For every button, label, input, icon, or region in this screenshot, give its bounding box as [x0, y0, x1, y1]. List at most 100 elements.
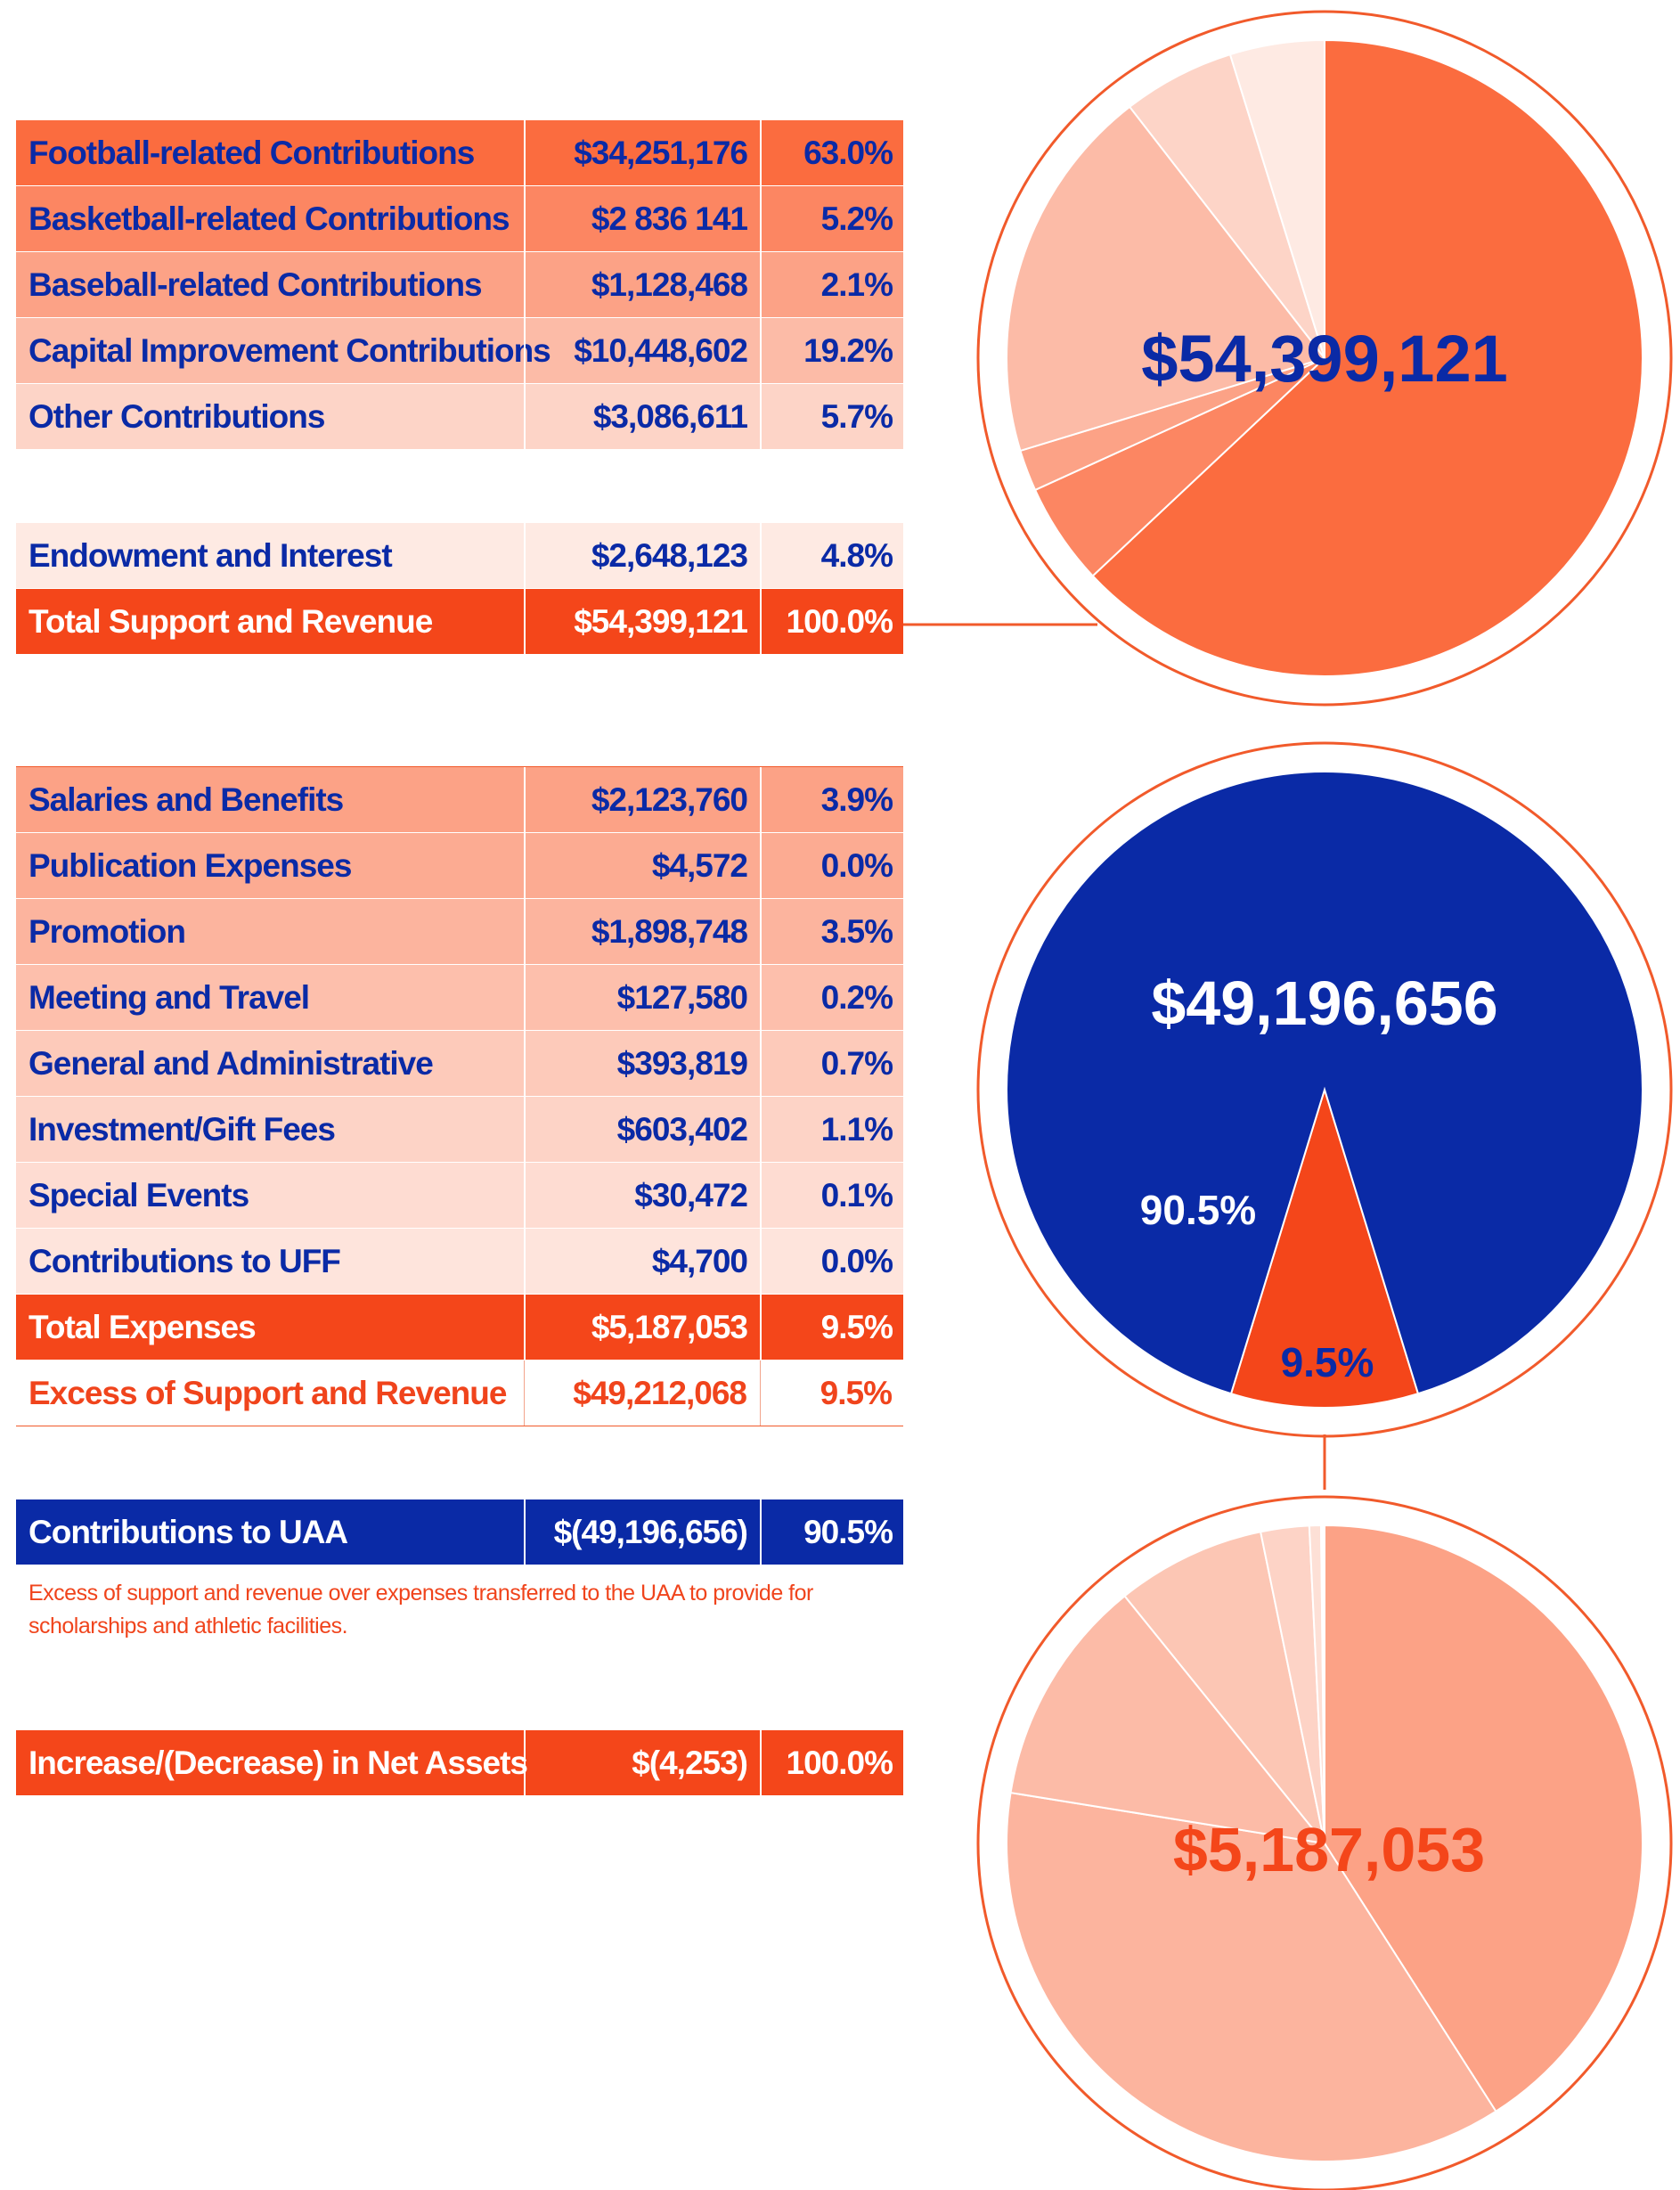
row-percent: 3.5% [760, 899, 905, 964]
row-amount: $1,898,748 [524, 899, 760, 964]
row-percent: 1.1% [760, 1097, 905, 1162]
row-percent: 2.1% [760, 252, 905, 317]
row-amount: $2 836 141 [524, 186, 760, 251]
row-label: Salaries and Benefits [29, 781, 344, 818]
total-revenue-row: Total Support and Revenue $54,399,121 10… [16, 589, 903, 655]
pie-slice [1006, 1791, 1497, 2162]
row-percent: 100.0% [760, 1730, 905, 1795]
row-amount: $2,123,760 [524, 767, 760, 832]
pie-slice [1324, 1524, 1643, 2113]
row-amount: $3,086,611 [524, 384, 760, 449]
row-label: Increase/(Decrease) in Net Assets [29, 1745, 528, 1781]
row-amount: $10,448,602 [524, 318, 760, 383]
row-label: General and Administrative [29, 1045, 434, 1082]
table-row: Promotion $1,898,748 3.5% [16, 899, 903, 965]
pie-slice [1009, 1594, 1327, 1845]
row-label: Contributions to UFF [29, 1243, 341, 1279]
row-amount: $4,700 [524, 1229, 760, 1294]
uaa-note: Excess of support and revenue over expen… [29, 1581, 813, 1638]
row-percent: 0.7% [760, 1031, 905, 1096]
row-label: Meeting and Travel [29, 979, 310, 1016]
row-label: Total Expenses [29, 1309, 257, 1345]
row-amount: $1,128,468 [524, 252, 760, 317]
row-amount: $(4,253) [524, 1730, 760, 1795]
row-amount: $(49,196,656) [524, 1499, 760, 1565]
row-percent: 9.5% [760, 1361, 904, 1426]
total-expenses-row: Total Expenses $5,187,053 9.5% [16, 1295, 903, 1361]
row-percent: 100.0% [760, 589, 905, 654]
row-amount: $603,402 [524, 1097, 760, 1162]
pie-slice [1128, 53, 1325, 359]
pie-slice [1229, 1086, 1420, 1410]
row-amount: $2,648,123 [524, 523, 760, 588]
excess-row: Excess of Support and Revenue $49,212,06… [16, 1361, 903, 1426]
row-amount: $30,472 [524, 1163, 760, 1228]
row-percent: 5.2% [760, 186, 905, 251]
row-label: Capital Improvement Contributions [29, 332, 551, 369]
pie-slice [1123, 1531, 1325, 1844]
row-label: Total Support and Revenue [29, 603, 433, 640]
expense-table: Salaries and Benefits $2,123,760 3.9% Pu… [16, 766, 903, 1426]
split-pie [1006, 771, 1643, 1410]
row-amount: $34,251,176 [524, 120, 760, 185]
row-percent: 19.2% [760, 318, 905, 383]
net-assets-row: Increase/(Decrease) in Net Assets $(4,25… [16, 1730, 903, 1796]
row-percent: 9.5% [760, 1295, 905, 1360]
ring-revenue [976, 10, 1673, 707]
table-row: Salaries and Benefits $2,123,760 3.9% [16, 767, 903, 833]
row-label: Excess of Support and Revenue [29, 1375, 507, 1411]
row-percent: 3.9% [760, 767, 905, 832]
pie-slice [1006, 771, 1643, 1395]
row-percent: 0.2% [760, 965, 905, 1030]
ring-expenses [976, 1495, 1673, 2190]
revenue-table: Football-related Contributions $34,251,1… [16, 120, 903, 450]
row-percent: 63.0% [760, 120, 905, 185]
table-row: Investment/Gift Fees $603,402 1.1% [16, 1097, 903, 1163]
row-label: Contributions to UAA [29, 1514, 348, 1550]
split-pie-uaa-label: 90.5% [1140, 1187, 1256, 1233]
pie-slice [1228, 38, 1325, 359]
row-percent: 0.1% [760, 1163, 905, 1228]
row-label: Publication Expenses [29, 847, 352, 884]
table-row: Contributions to UFF $4,700 0.0% [16, 1229, 903, 1295]
row-amount: $49,212,068 [524, 1361, 759, 1426]
row-label: Endowment and Interest [29, 537, 393, 574]
row-percent: 0.0% [760, 833, 905, 898]
pie-slice [1006, 105, 1326, 453]
row-label: Investment/Gift Fees [29, 1111, 336, 1148]
revenue-totals-table: Endowment and Interest $2,648,123 4.8% T… [16, 523, 903, 655]
table-row: Other Contributions $3,086,611 5.7% [16, 384, 903, 450]
revenue-pie-total: $54,399,121 [1141, 322, 1508, 396]
split-pie-total: $49,196,656 [1151, 968, 1497, 1038]
expense-pie-total: $5,187,053 [1173, 1815, 1485, 1884]
row-percent: 90.5% [760, 1499, 905, 1565]
row-percent: 5.7% [760, 384, 905, 449]
uaa-table: Contributions to UAA $(49,196,656) 90.5% [16, 1499, 903, 1565]
table-row: Publication Expenses $4,572 0.0% [16, 833, 903, 899]
split-pie-expense-label: 9.5% [1281, 1339, 1374, 1385]
table-row: Basketball-related Contributions $2 836 … [16, 186, 903, 252]
table-row: General and Administrative $393,819 0.7% [16, 1031, 903, 1097]
table-row: Football-related Contributions $34,251,1… [16, 120, 903, 186]
net-assets-table: Increase/(Decrease) in Net Assets $(4,25… [16, 1730, 903, 1796]
endowment-row: Endowment and Interest $2,648,123 4.8% [16, 523, 903, 589]
row-percent: 4.8% [760, 523, 905, 588]
row-label: Baseball-related Contributions [29, 266, 483, 303]
row-amount: $4,572 [524, 833, 760, 898]
row-label: Special Events [29, 1177, 249, 1213]
row-label: Promotion [29, 913, 186, 950]
row-percent: 0.0% [760, 1229, 905, 1294]
pie-slice [1091, 38, 1643, 677]
table-row: Meeting and Travel $127,580 0.2% [16, 965, 903, 1031]
expense-pie [1006, 1524, 1643, 2162]
row-label: Football-related Contributions [29, 135, 475, 171]
table-row: Capital Improvement Contributions $10,44… [16, 318, 903, 384]
revenue-pie [1006, 38, 1643, 677]
row-amount: $127,580 [524, 965, 760, 1030]
row-amount: $5,187,053 [524, 1295, 760, 1360]
table-row: Baseball-related Contributions $1,128,46… [16, 252, 903, 318]
uaa-row: Contributions to UAA $(49,196,656) 90.5% [16, 1499, 903, 1565]
row-label: Other Contributions [29, 398, 325, 435]
ring-split [976, 741, 1673, 1438]
